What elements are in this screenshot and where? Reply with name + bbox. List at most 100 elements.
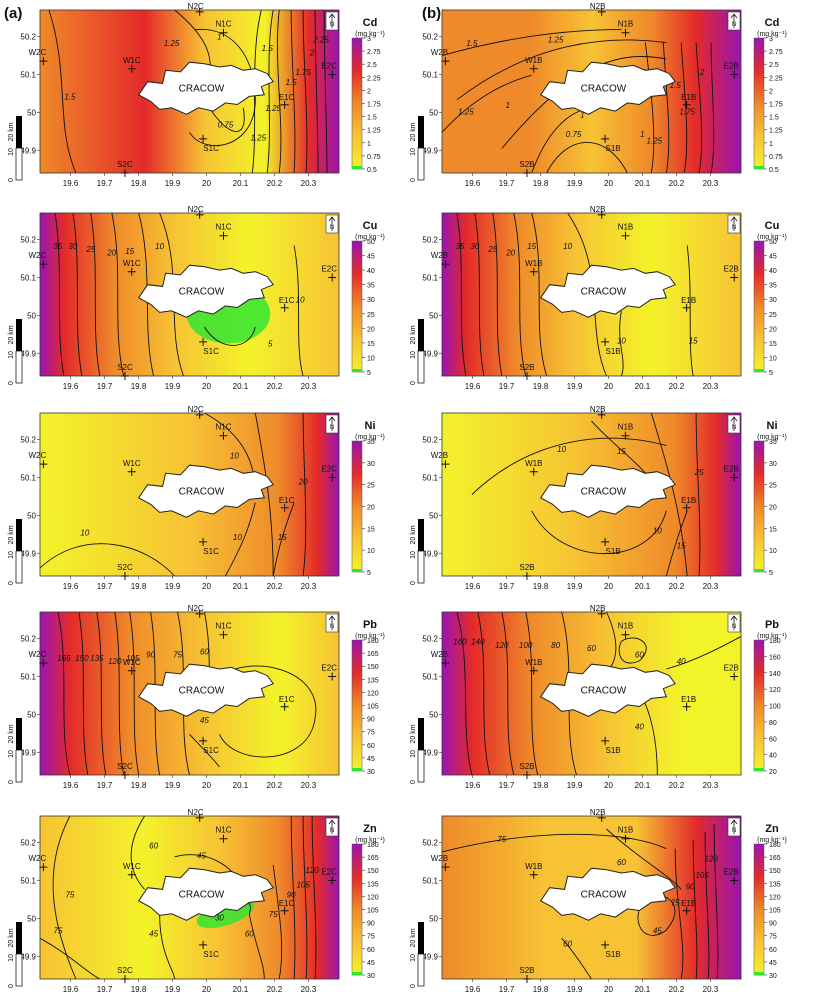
scale-bar-label: 20 km (410, 525, 417, 544)
x-tick-label: 20 (604, 781, 613, 790)
contour-line (619, 310, 624, 377)
x-tick-label: 19.6 (465, 985, 481, 994)
station-marker (199, 736, 208, 745)
contour-label: 1.5 (262, 44, 274, 53)
station-label: S1C (203, 950, 219, 959)
north-arrow-icon (730, 615, 738, 630)
contour-label: 2 (699, 68, 705, 77)
x-tick-label: 20.3 (301, 781, 317, 790)
x-tick-label: 19.9 (567, 985, 583, 994)
station-label: N2C (188, 405, 204, 414)
x-tick-label: 19.7 (97, 985, 113, 994)
map-panel-cu-a: 35 30 25 20 15 10 10 5 CRACOW N2C N1C W2C W1C E1C E2C S… (8, 205, 385, 391)
station-marker (39, 863, 48, 872)
station-label: S2B (519, 966, 534, 975)
station-label: W2C (29, 48, 47, 57)
legend-min-swatch (352, 166, 362, 169)
station-label: W1C (123, 56, 141, 65)
contour-line (666, 636, 742, 670)
map-frame (39, 412, 340, 577)
legend-tick-label: 135 (769, 881, 781, 888)
x-tick-label: 19.6 (63, 179, 79, 188)
station-label: W2B (431, 48, 448, 57)
legend-tick-label: 45 (367, 960, 375, 967)
x-tick-label: 20.1 (635, 582, 651, 591)
legend-tick-label: 0.5 (367, 167, 377, 174)
station-label: S2B (519, 563, 534, 572)
legend-tick-label: 1.25 (367, 128, 381, 135)
contour-label: 75 (65, 891, 74, 900)
legend-units: (mg kg⁻¹) (355, 633, 385, 640)
legend-tick-label: 25 (367, 312, 375, 319)
legend-min-swatch (754, 369, 764, 372)
y-tick-label: 50 (429, 914, 438, 923)
y-tick-label: 50 (27, 511, 36, 520)
x-tick-label: 20.1 (233, 582, 249, 591)
legend-tick-label: 40 (769, 753, 777, 760)
north-label: N (330, 828, 334, 834)
cracow-city-outline (137, 867, 274, 921)
contour-line (290, 815, 296, 980)
station-label: E1C (279, 899, 295, 908)
station-label: S1C (203, 746, 219, 755)
x-tick-label: 19.9 (567, 582, 583, 591)
station-label: W1C (123, 658, 141, 667)
contour-line (695, 42, 703, 174)
y-tick-label: 50.2 (422, 436, 438, 445)
legend-tick-label: 1 (769, 141, 773, 148)
station-label: W2B (431, 451, 448, 460)
map-frame (441, 9, 742, 174)
station-label: S1C (203, 547, 219, 556)
contour-line (561, 937, 592, 980)
x-tick-label: 20.2 (267, 781, 283, 790)
contour-label: 15 (125, 247, 134, 256)
y-tick-label: 50 (27, 108, 36, 117)
legend-tick-label: 1.75 (769, 102, 783, 109)
x-tick-label: 19.7 (499, 985, 515, 994)
contour-label: 90 (146, 651, 155, 660)
legend-tick-label: 1.25 (769, 128, 783, 135)
scale-bar-tick: 10 (410, 551, 417, 559)
north-label: N (732, 22, 736, 28)
contour-label: 60 (587, 644, 596, 653)
station-marker (522, 169, 531, 177)
x-tick-label: 20.1 (233, 179, 249, 188)
contour-label: 0.75 (218, 120, 234, 129)
contour-line (90, 212, 101, 377)
contour-label: 60 (635, 651, 644, 660)
column-label: (b) (422, 5, 441, 22)
station-marker (682, 100, 691, 109)
contour-label: 60 (200, 647, 209, 656)
scale-bar-black (418, 519, 424, 551)
legend-tick-label: 165 (367, 651, 379, 658)
legend-tick-label: 30 (367, 973, 375, 980)
scale-bar-tick: 0 (410, 381, 417, 385)
contour-line (441, 74, 532, 133)
legend-tick-label: 150 (769, 868, 781, 875)
north-arrow-icon (328, 416, 336, 431)
legend-tick-label: 135 (367, 677, 379, 684)
legend-tick-label: 25 (367, 483, 375, 490)
y-tick-label: 50 (27, 710, 36, 719)
x-tick-label: 20.1 (635, 382, 651, 391)
contour-label: 1 (506, 101, 510, 110)
scale-bar-tick: 10 (410, 148, 417, 156)
contour-label: 20 (505, 248, 515, 257)
x-tick-label: 20.3 (301, 382, 317, 391)
city-label: CRACOW (179, 84, 225, 95)
contour-line (674, 848, 684, 980)
x-tick-label: 20.3 (301, 179, 317, 188)
legend-tick-label: 30 (769, 297, 777, 304)
station-label: E1B (681, 93, 696, 102)
x-tick-label: 19.9 (165, 582, 181, 591)
scale-bar-tick: 10 (8, 954, 15, 962)
station-marker (120, 771, 129, 779)
station-marker (597, 813, 606, 822)
x-tick-label: 19.7 (499, 781, 515, 790)
contour-line (254, 412, 274, 577)
station-marker (682, 906, 691, 915)
contour-label: 10 (230, 452, 239, 461)
legend-tick-label: 25 (769, 483, 777, 490)
station-label: W2B (431, 854, 448, 863)
